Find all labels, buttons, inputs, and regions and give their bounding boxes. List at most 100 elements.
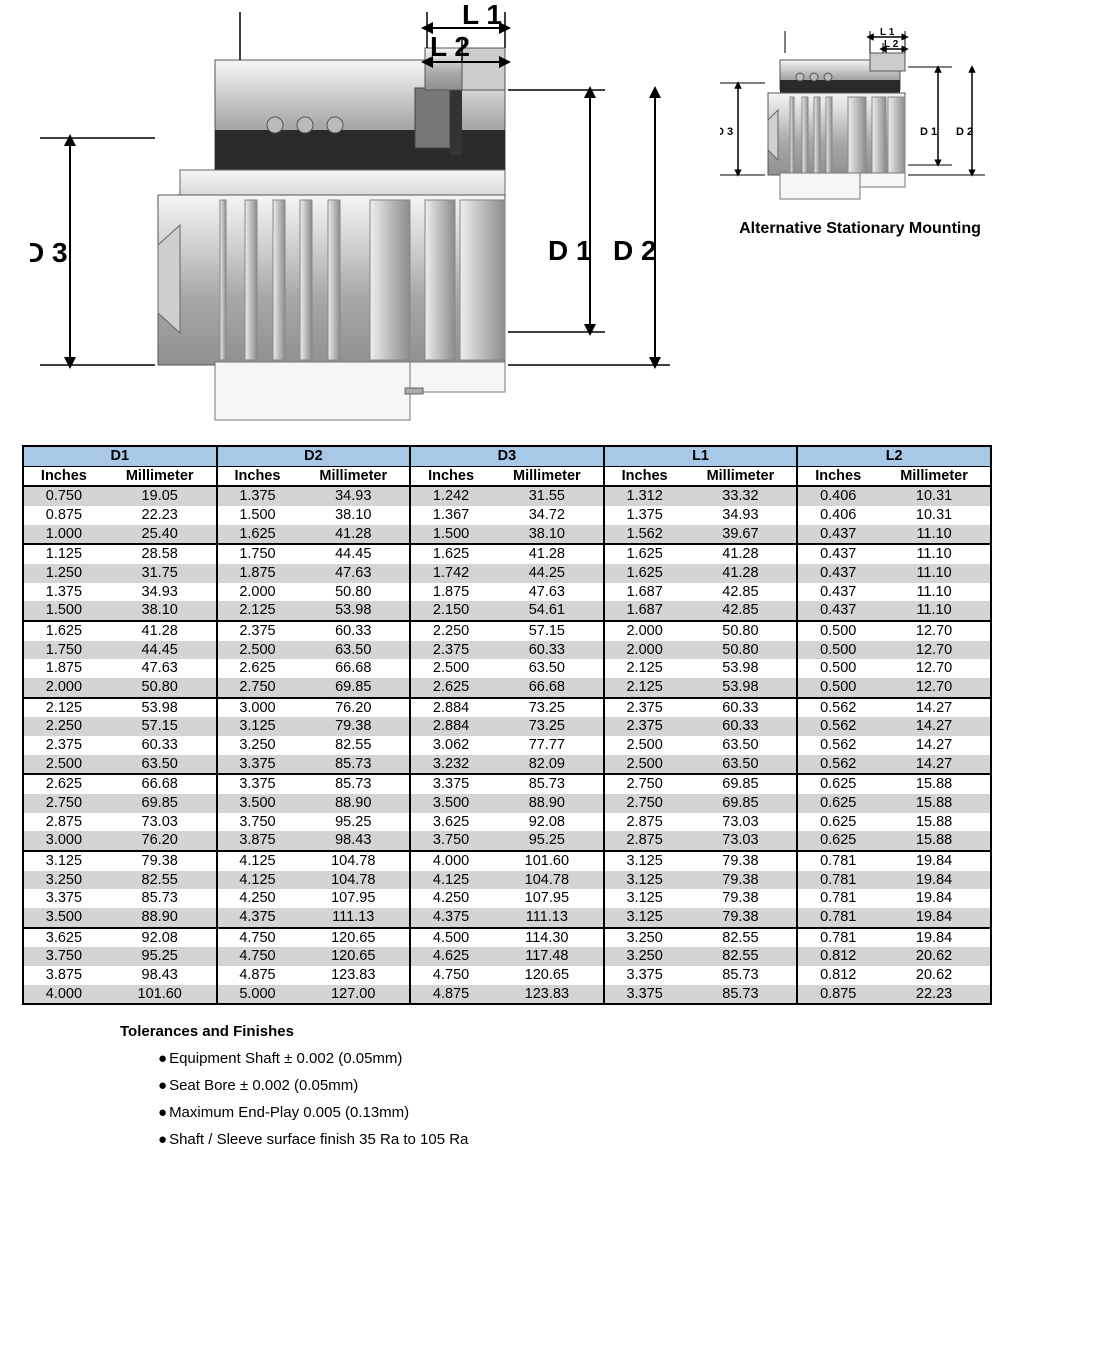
cell: 4.125: [217, 851, 298, 871]
alt-label-D3: D 3: [720, 126, 733, 138]
table-row: 3.00076.203.87598.433.75095.252.87573.03…: [23, 831, 991, 851]
cell: 82.55: [685, 947, 798, 966]
cell: 31.75: [104, 564, 217, 583]
cell: 28.58: [104, 544, 217, 564]
cell: 101.60: [491, 851, 604, 871]
cell: 123.83: [491, 985, 604, 1005]
cell: 92.08: [104, 928, 217, 948]
cell: 3.375: [217, 774, 298, 794]
cell: 57.15: [104, 717, 217, 736]
table-row: 4.000101.605.000127.004.875123.833.37585…: [23, 985, 991, 1005]
subcol-hdr: Inches: [217, 466, 298, 486]
cell: 38.10: [491, 525, 604, 545]
cell: 3.875: [217, 831, 298, 851]
subcol-hdr: Millimeter: [297, 466, 410, 486]
table-row: 0.75019.051.37534.931.24231.551.31233.32…: [23, 486, 991, 506]
cell: 1.687: [604, 583, 685, 602]
cell: 79.38: [297, 717, 410, 736]
cell: 2.000: [604, 641, 685, 660]
cell: 3.062: [410, 736, 491, 755]
alt-label-L1: L 1: [880, 27, 895, 38]
cell: 4.125: [217, 871, 298, 890]
label-L1: L 1: [462, 0, 502, 30]
cell: 3.125: [604, 871, 685, 890]
table-row: 1.75044.452.50063.502.37560.332.00050.80…: [23, 641, 991, 660]
cell: 73.03: [685, 831, 798, 851]
cell: 2.750: [217, 678, 298, 698]
cell: 3.250: [217, 736, 298, 755]
cell: 2.750: [604, 794, 685, 813]
cell: 12.70: [878, 641, 991, 660]
cell: 15.88: [878, 813, 991, 832]
cell: 47.63: [104, 659, 217, 678]
cell: 1.625: [410, 544, 491, 564]
cell: 10.31: [878, 486, 991, 506]
cell: 77.77: [491, 736, 604, 755]
cell: 38.10: [104, 601, 217, 621]
cell: 0.625: [797, 831, 878, 851]
cell: 53.98: [685, 659, 798, 678]
cell: 3.375: [604, 966, 685, 985]
cell: 53.98: [685, 678, 798, 698]
cell: 3.500: [410, 794, 491, 813]
cell: 95.25: [297, 813, 410, 832]
cell: 34.72: [491, 506, 604, 525]
cell: 1.742: [410, 564, 491, 583]
cell: 41.28: [104, 621, 217, 641]
cell: 120.65: [297, 947, 410, 966]
cell: 107.95: [491, 889, 604, 908]
cell: 66.68: [104, 774, 217, 794]
cell: 1.562: [604, 525, 685, 545]
cell: 0.562: [797, 717, 878, 736]
cell: 50.80: [685, 641, 798, 660]
col-hdr-D3: D3: [410, 446, 604, 466]
cell: 19.84: [878, 889, 991, 908]
cell: 2.375: [410, 641, 491, 660]
cell: 0.781: [797, 871, 878, 890]
cell: 0.781: [797, 889, 878, 908]
cell: 2.500: [23, 755, 104, 775]
spec-table-body: 0.75019.051.37534.931.24231.551.31233.32…: [23, 486, 991, 1004]
cell: 3.625: [410, 813, 491, 832]
cell: 0.750: [23, 486, 104, 506]
cell: 79.38: [685, 889, 798, 908]
cell: 120.65: [297, 928, 410, 948]
cell: 3.750: [23, 947, 104, 966]
cell: 2.375: [217, 621, 298, 641]
cell: 25.40: [104, 525, 217, 545]
cell: 60.33: [685, 698, 798, 718]
table-row: 2.37560.333.25082.553.06277.772.50063.50…: [23, 736, 991, 755]
cell: 4.750: [410, 966, 491, 985]
cell: 0.625: [797, 774, 878, 794]
cell: 22.23: [878, 985, 991, 1005]
cell: 0.437: [797, 583, 878, 602]
cell: 19.84: [878, 908, 991, 928]
subcol-hdr: Millimeter: [878, 466, 991, 486]
cell: 69.85: [685, 794, 798, 813]
cell: 42.85: [685, 583, 798, 602]
cell: 104.78: [297, 871, 410, 890]
cell: 60.33: [491, 641, 604, 660]
cell: 2.125: [23, 698, 104, 718]
note-item: Maximum End-Play 0.005 (0.13mm): [158, 1104, 1118, 1121]
cell: 14.27: [878, 698, 991, 718]
cell: 88.90: [491, 794, 604, 813]
cell: 14.27: [878, 717, 991, 736]
col-hdr-D1: D1: [23, 446, 217, 466]
col-hdr-D2: D2: [217, 446, 411, 466]
cell: 66.68: [491, 678, 604, 698]
cell: 34.93: [297, 486, 410, 506]
alt-label-D1: D 1: [920, 126, 937, 138]
cell: 4.000: [410, 851, 491, 871]
cell: 4.625: [410, 947, 491, 966]
note-item: Equipment Shaft ± 0.002 (0.05mm): [158, 1050, 1118, 1067]
table-row: 3.50088.904.375111.134.375111.133.12579.…: [23, 908, 991, 928]
cell: 15.88: [878, 794, 991, 813]
cell: 60.33: [685, 717, 798, 736]
cell: 11.10: [878, 601, 991, 621]
cell: 127.00: [297, 985, 410, 1005]
cell: 47.63: [491, 583, 604, 602]
cell: 1.750: [217, 544, 298, 564]
cell: 85.73: [297, 774, 410, 794]
table-row: 2.87573.033.75095.253.62592.082.87573.03…: [23, 813, 991, 832]
